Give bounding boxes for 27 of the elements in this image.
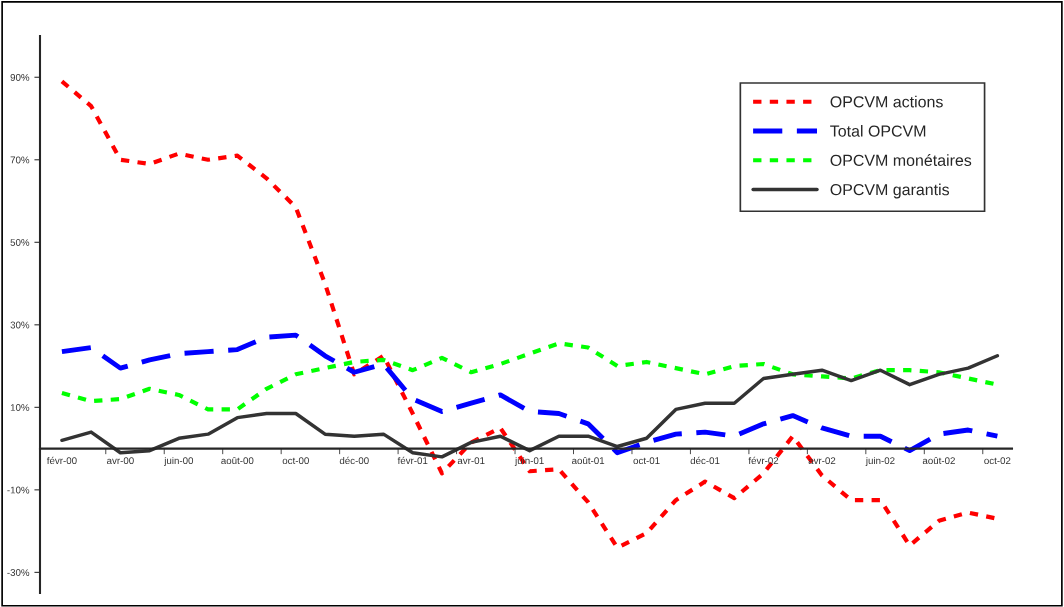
x-tick-label: juin-00 <box>164 456 194 466</box>
y-tick-label: 10% <box>10 404 30 411</box>
y-tick-label: -30% <box>7 569 30 576</box>
x-tick-label: févr-01 <box>397 456 428 465</box>
x-tick-label: oct-01 <box>633 457 660 465</box>
legend-label: Total OPCVM <box>830 125 926 137</box>
x-tick-label: août-02 <box>922 456 955 465</box>
x-tick-label: oct-02 <box>984 457 1011 465</box>
y-tick-label: -10% <box>7 486 30 494</box>
legend-label: OPCVM monétaires <box>830 154 972 167</box>
x-tick-label: avr-00 <box>107 457 134 465</box>
y-tick-label: 70% <box>10 156 30 164</box>
x-tick-label: févr-02 <box>748 456 779 465</box>
y-tick-label: 50% <box>10 239 30 246</box>
line-series <box>59 332 1000 456</box>
x-tick-label: juin-02 <box>865 456 895 466</box>
x-tick-label: août-01 <box>572 456 605 465</box>
x-tick-label: avr-01 <box>457 457 485 465</box>
y-tick-label: 90% <box>10 73 30 81</box>
legend-label: OPCVM garantis <box>830 183 950 199</box>
x-tick-label: oct-00 <box>282 457 309 465</box>
legend-label: OPCVM actions <box>830 95 943 108</box>
x-tick-label: févr-00 <box>46 456 77 465</box>
y-tick-label: 30% <box>10 321 30 329</box>
x-tick-label: août-00 <box>221 456 254 465</box>
x-tick-label: déc-00 <box>339 456 369 465</box>
x-tick-label: déc-01 <box>690 456 720 465</box>
